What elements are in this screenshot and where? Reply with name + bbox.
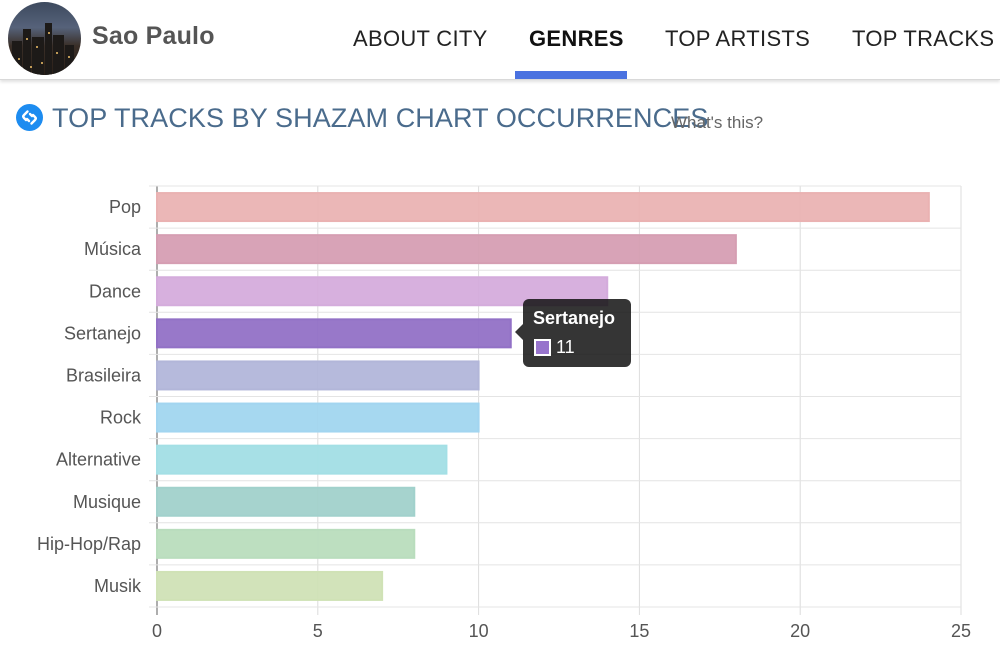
category-label: Pop [109,197,141,217]
shazam-icon [16,104,43,131]
bar-musique [156,486,416,517]
category-label: Sertanejo [64,323,141,343]
tooltip-swatch [534,339,551,356]
x-tick-label: 0 [152,621,162,641]
category-label: Musique [73,492,141,512]
category-label: Alternative [56,450,141,470]
category-label: Brasileira [66,365,142,385]
bar-sertanejo [156,318,512,349]
x-tick-label: 10 [469,621,489,641]
city-name: Sao Paulo [92,22,215,50]
tab-top-artists[interactable]: TOP ARTISTS [665,26,811,51]
bar-rock [156,402,480,433]
bar-musik [156,570,384,601]
bar-pop [156,192,930,223]
tooltip-label: Sertanejo [533,308,616,328]
genres-bar-chart: 0 5 10 15 20 25 Pop Música Dance Sertanejo Brasile… [37,185,971,641]
tab-genres[interactable]: GENRES [529,26,624,51]
x-tick-label: 20 [790,621,810,641]
x-tick-label: 5 [313,621,323,641]
x-tick-label: 25 [951,621,971,641]
category-label: Dance [89,281,141,301]
tab-top-tracks[interactable]: TOP TRACKS [852,26,995,51]
chart-tooltip: Sertanejo 11 [515,299,631,367]
bar-brasileira [156,360,480,391]
bar-alternative [156,444,448,475]
x-tick-label: 15 [629,621,649,641]
bar-m-sica [156,234,737,265]
section-title: TOP TRACKS BY SHAZAM CHART OCCURRENCES [52,103,709,133]
tab-about-city[interactable]: ABOUT CITY [353,26,488,51]
category-label: Musik [94,576,142,596]
tooltip-value: 11 [556,337,575,357]
category-label: Hip-Hop/Rap [37,534,141,554]
bar-hip-hop-rap [156,528,416,559]
whats-this-link[interactable]: What's this? [671,113,764,132]
active-tab-indicator [515,71,627,79]
city-avatar[interactable] [8,2,81,75]
top-bar: Sao Paulo ABOUT CITY GENRES TOP ARTISTS … [0,0,1000,80]
category-label: Música [84,239,142,259]
category-label: Rock [100,408,142,428]
